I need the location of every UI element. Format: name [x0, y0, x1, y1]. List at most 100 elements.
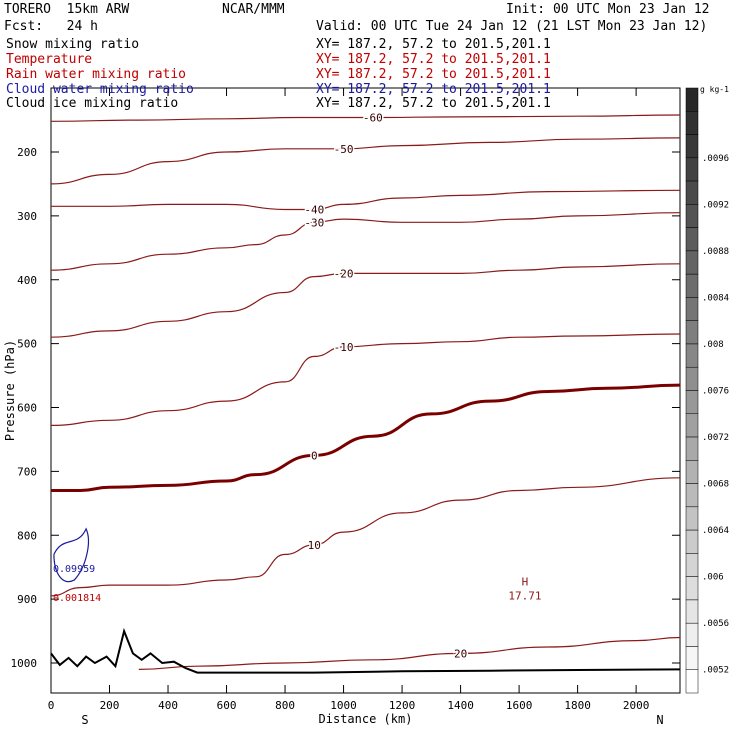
colorbar-bin: [685, 134, 699, 159]
field-xy-snow: XY= 187.2, 57.2 to 201.5,201.1: [316, 37, 551, 52]
high-marker-value: 17.71: [508, 589, 541, 602]
contour-label: -20: [334, 267, 354, 280]
contour-label: 10: [308, 539, 321, 552]
contour--10: [50, 333, 681, 426]
field-label-snow: Snow mixing ratio: [6, 37, 140, 52]
temperature-contours: -60 -50 -40-30 -20 -10 0 10 20: [50, 110, 681, 670]
colorbar-tick-label: .0092: [702, 200, 729, 210]
valid-time: Valid: 00 UTC Tue 24 Jan 12 (21 LST Mon …: [316, 19, 708, 34]
y-tick-label: 400: [17, 274, 37, 287]
colorbar-bin: [685, 599, 699, 624]
colorbar-tick-label: .0096: [702, 154, 729, 164]
rain-water-label: 0.001814: [53, 593, 101, 604]
field-label-cloud-water: Cloud water mixing ratio: [6, 82, 194, 97]
field-label-rain: Rain water mixing ratio: [6, 67, 187, 82]
colorbar-tick-label: .0088: [702, 247, 729, 257]
colorbar: g kg-1 .0096 .0092 .0088 .0084 .008 .0076 .0072…: [685, 85, 729, 694]
x-tick-label: 1800: [564, 699, 591, 712]
y-tick-label: 1000: [11, 657, 38, 670]
colorbar-bin: [685, 204, 699, 228]
colorbar-bin: [685, 180, 699, 205]
y-tick-label: 900: [17, 593, 37, 606]
colorbar-bin: [685, 320, 699, 345]
contour--60: [50, 114, 681, 122]
colorbar-bin: [685, 366, 699, 391]
contour-label: -10: [334, 341, 354, 354]
x-tick-label: 0: [48, 699, 55, 712]
south-label: S: [81, 713, 88, 727]
colorbar-tick-label: .0052: [702, 666, 729, 676]
colorbar-bin: [685, 227, 699, 252]
colorbar-bin: [685, 646, 699, 670]
x-tick-label: 400: [158, 699, 178, 712]
x-tick-label: 1400: [447, 699, 474, 712]
contour-label: -30: [304, 216, 324, 229]
colorbar-bin: [685, 576, 699, 601]
annotations: H17.71 0.09959 0.001814: [53, 527, 542, 604]
colorbar-tick-label: .0084: [702, 293, 729, 303]
colorbar-bin: [685, 529, 699, 554]
colorbar-tick-label: .008: [702, 340, 724, 350]
field-label-temperature: Temperature: [6, 52, 93, 67]
x-tick-label: 800: [275, 699, 295, 712]
contour-20: [138, 636, 681, 670]
y-tick-label: 200: [17, 146, 37, 159]
x-tick-label: 600: [217, 699, 237, 712]
x-tick-label: 1600: [506, 699, 533, 712]
colorbar-unit: g kg-1: [700, 85, 729, 94]
contour--20: [50, 263, 681, 338]
contour-10: [50, 477, 681, 597]
colorbar-tick-label: .0068: [702, 480, 729, 490]
field-xy-cloud-ice: XY= 187.2, 57.2 to 201.5,201.1: [316, 96, 551, 111]
contour-label: -50: [334, 143, 354, 156]
field-xy-temperature: XY= 187.2, 57.2 to 201.5,201.1: [316, 52, 551, 67]
init-time: Init: 00 UTC Mon 23 Jan 12: [506, 2, 710, 17]
x-axis-label: Distance (km): [319, 712, 413, 726]
colorbar-bin: [685, 297, 699, 321]
x-tick-label: 200: [100, 699, 120, 712]
colorbar-tick-label: .0056: [702, 619, 729, 629]
colorbar-bin: [685, 506, 699, 531]
y-tick-label: 700: [17, 465, 37, 478]
colorbar-bin: [685, 436, 699, 461]
y-tick-label: 500: [17, 338, 37, 351]
contour-label: 20: [454, 647, 467, 660]
colorbar-bin: [685, 483, 699, 508]
colorbar-bin: [685, 460, 699, 484]
colorbar-tick-label: .0072: [702, 433, 729, 443]
model-title: TORERO 15km ARW: [4, 2, 130, 17]
contour-label: 0: [311, 449, 318, 462]
y-axis-label: Pressure (hPa): [3, 340, 17, 441]
field-xy-rain: XY= 187.2, 57.2 to 201.5,201.1: [316, 67, 551, 82]
colorbar-bin: [685, 343, 699, 368]
colorbar-bin: [685, 669, 699, 694]
colorbar-bin: [685, 622, 699, 647]
x-tick-label: 1200: [389, 699, 416, 712]
forecast-hour: Fcst: 24 h: [4, 19, 98, 34]
contour--30: [50, 212, 681, 271]
field-xy-cloud-water: XY= 187.2, 57.2 to 201.5,201.1: [316, 82, 551, 97]
y-tick-label: 800: [17, 529, 37, 542]
x-tick-label: 2000: [623, 699, 650, 712]
contour--50: [50, 137, 681, 185]
field-label-cloud-ice: Cloud ice mixing ratio: [6, 96, 179, 111]
terrain-line: [50, 627, 681, 674]
colorbar-bin: [685, 250, 699, 275]
contour--40: [51, 189, 681, 211]
contour-label: -60: [363, 112, 383, 125]
contour-0: [51, 383, 681, 492]
terrain-profile: [50, 627, 681, 674]
y-tick-label: 600: [17, 402, 37, 415]
colorbar-bin: [685, 273, 699, 298]
high-marker-label: H: [522, 575, 529, 588]
x-tick-label: 1000: [330, 699, 357, 712]
north-label: N: [656, 713, 663, 727]
colorbar-bin: [685, 413, 699, 438]
center-label: NCAR/MMM: [222, 2, 285, 17]
colorbar-bin: [685, 111, 699, 135]
colorbar-tick-label: .0076: [702, 387, 729, 397]
colorbar-tick-label: .0064: [702, 526, 729, 536]
colorbar-bin: [685, 553, 699, 577]
